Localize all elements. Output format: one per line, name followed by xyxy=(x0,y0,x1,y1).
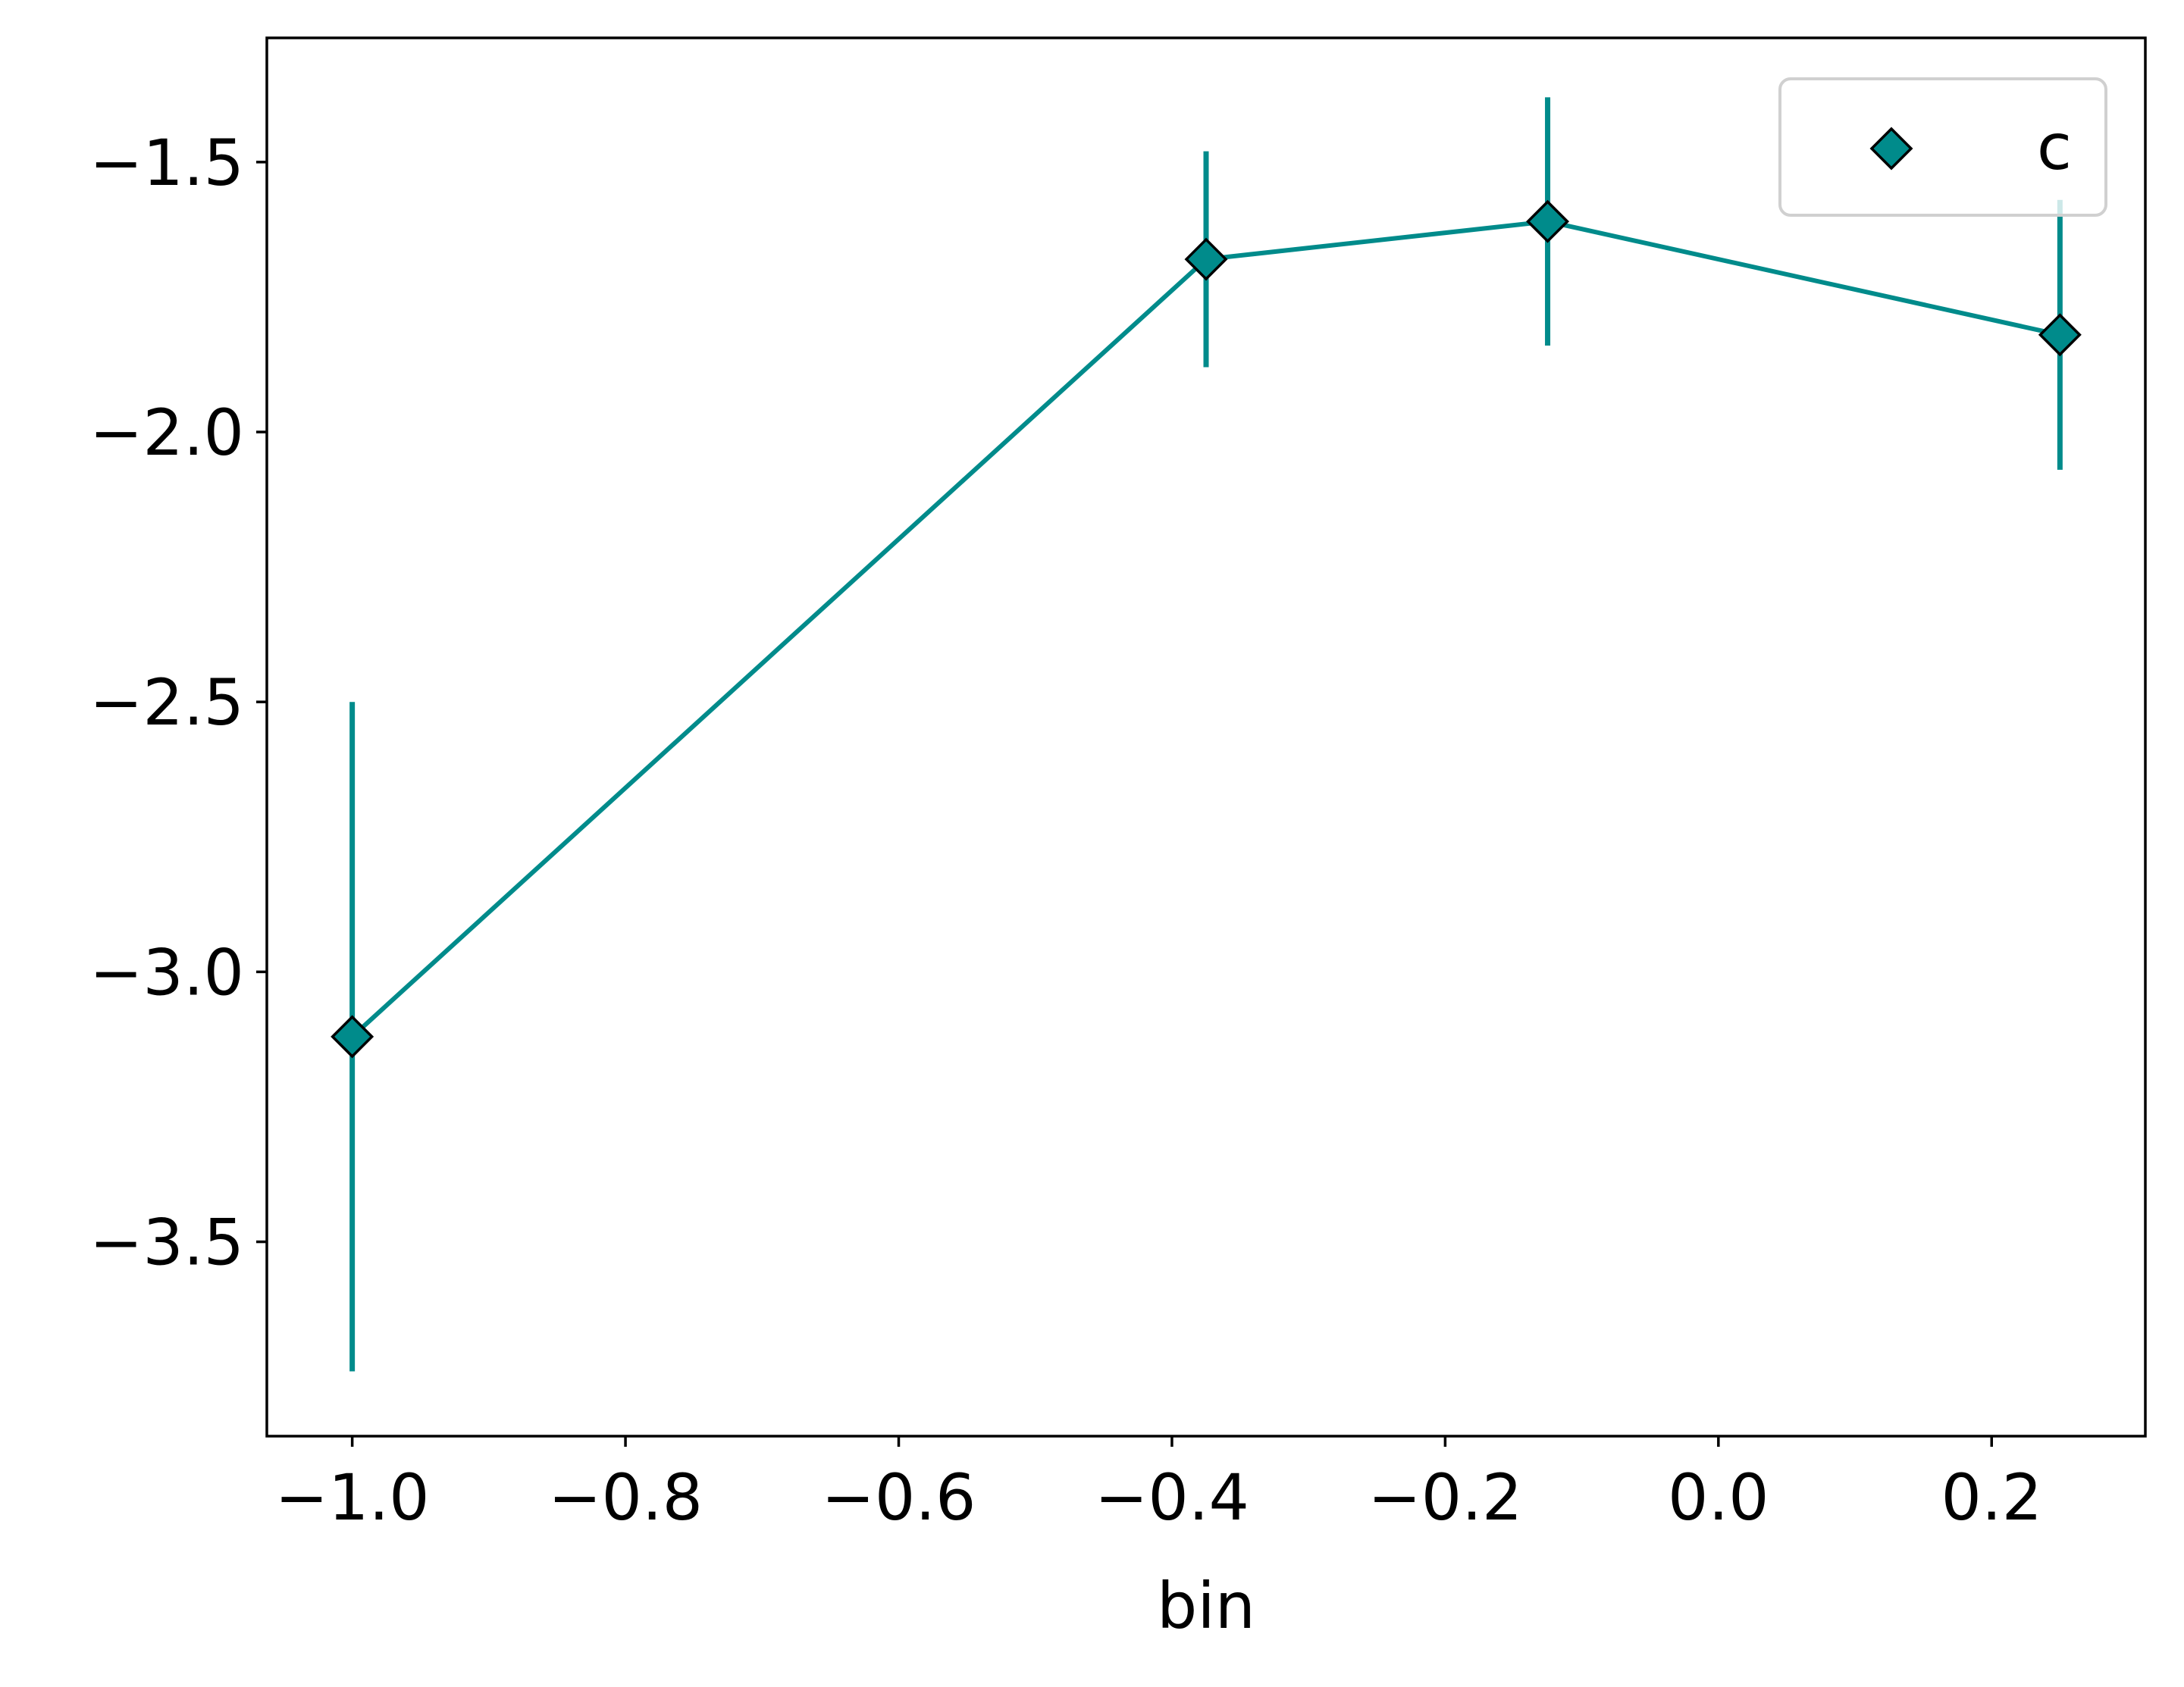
legend-diamond-icon xyxy=(1869,127,1913,171)
y-tick-label: −2.0 xyxy=(89,396,244,470)
data-point-diamond xyxy=(2038,313,2082,357)
x-tick-label: −0.2 xyxy=(1368,1460,1522,1535)
y-tick-label: −1.5 xyxy=(89,126,244,200)
x-tick-label: −0.4 xyxy=(1095,1460,1249,1535)
series-line xyxy=(350,219,2061,1039)
x-tick-label: 0.0 xyxy=(1668,1460,1769,1535)
data-point-diamond xyxy=(1526,199,1570,243)
x-tick-label: −0.8 xyxy=(548,1460,703,1535)
y-tick-label: −3.0 xyxy=(89,935,244,1009)
y-axis: −1.5 −2.0 −2.5 −3.0 −3.5 xyxy=(89,126,267,1280)
x-axis: −1.0 −0.8 −0.6 −0.4 −0.2 0.0 0.2 xyxy=(275,1436,2042,1535)
x-tick-label: 0.2 xyxy=(1941,1460,2042,1535)
y-tick-label: −3.5 xyxy=(89,1206,244,1280)
y-tick-label: −2.5 xyxy=(89,665,244,740)
plot-layer xyxy=(331,97,2082,1372)
data-point-diamond xyxy=(1184,237,1228,281)
legend-label: c xyxy=(2037,110,2072,184)
data-point-diamond xyxy=(331,1015,374,1059)
x-tick-label: −1.0 xyxy=(275,1460,430,1535)
legend-box xyxy=(1778,77,2107,217)
x-tick-label: −0.6 xyxy=(822,1460,976,1535)
legend: c xyxy=(1778,77,2107,217)
x-axis-label: bin xyxy=(1157,1569,1255,1643)
axes-frame xyxy=(265,36,2147,1438)
